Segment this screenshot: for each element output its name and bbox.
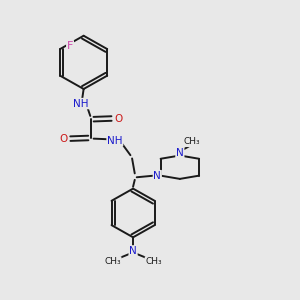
Text: N: N — [153, 171, 161, 181]
Text: O: O — [59, 134, 67, 144]
Text: CH₃: CH₃ — [104, 257, 121, 266]
Text: CH₃: CH₃ — [145, 257, 162, 266]
Text: NH: NH — [73, 99, 89, 109]
Text: NH: NH — [107, 136, 123, 146]
Text: N: N — [129, 246, 137, 256]
Text: F: F — [67, 41, 73, 51]
Text: N: N — [176, 148, 184, 158]
Text: O: O — [115, 113, 123, 124]
Text: CH₃: CH₃ — [184, 137, 200, 146]
